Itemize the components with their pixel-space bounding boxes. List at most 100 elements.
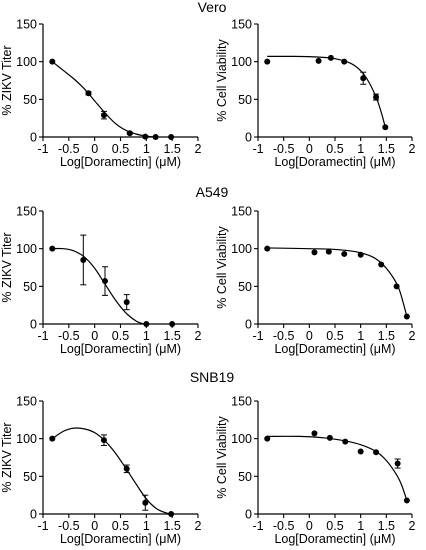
y-tick-label: 100: [231, 55, 252, 69]
x-tick-label: 1.5: [163, 142, 180, 156]
x-tick-label: 0: [91, 142, 98, 156]
x-tick-label: -0.5: [58, 142, 80, 156]
y-axis-label: % Cell Viability: [215, 226, 229, 309]
x-tick-label: 2: [409, 329, 416, 343]
x-tick-label: -0.5: [273, 142, 295, 156]
y-tick-label: 50: [23, 470, 37, 484]
x-axis-label: Log[Doramectin] (μM): [60, 155, 181, 169]
data-point: [123, 299, 130, 306]
y-tick-label: 150: [16, 395, 37, 409]
y-tick-label: 0: [245, 508, 252, 522]
y-tick-label: 50: [238, 280, 252, 294]
data-point: [169, 321, 176, 327]
y-tick-label: 100: [16, 242, 37, 256]
fit-curve: [267, 247, 408, 317]
y-tick-label: 0: [30, 318, 37, 332]
data-point: [168, 511, 175, 517]
data-point: [264, 435, 271, 442]
x-tick-label: 1.5: [163, 329, 180, 343]
data-point: [102, 278, 108, 285]
x-tick-label: 0: [91, 329, 98, 343]
x-axis-label: Log[Doramectin] (μM): [274, 155, 395, 169]
x-tick-label: -0.5: [58, 519, 80, 533]
x-tick-label: 0.5: [326, 329, 343, 343]
x-tick-label: -1: [252, 519, 263, 533]
fit-curve: [52, 247, 144, 325]
fit-curve: [51, 427, 172, 515]
y-tick-label: 150: [16, 18, 37, 32]
data-point: [360, 75, 367, 82]
x-tick-label: 0: [306, 142, 313, 156]
x-tick-label: 0: [91, 519, 98, 533]
y-tick-label: 150: [16, 205, 37, 219]
x-tick-label: 1.5: [378, 329, 395, 343]
y-tick-label: 100: [16, 432, 37, 446]
row-title-vero: Vero: [198, 0, 227, 15]
x-tick-label: 0.5: [326, 142, 343, 156]
fit-curve: [267, 55, 386, 128]
x-tick-label: -1: [252, 329, 263, 343]
data-point: [315, 57, 322, 64]
y-tick-label: 100: [16, 55, 37, 69]
x-axis-label: Log[Doramectin] (μM): [60, 342, 181, 356]
data-point: [373, 449, 380, 456]
chart-panel-5: 0 50 100 150 -1 -0.5 0 0.5 1 1.5 2 Log[Doramectin] …: [0, 395, 202, 547]
data-point: [357, 251, 364, 258]
data-point: [49, 435, 56, 442]
x-tick-label: -1: [37, 142, 48, 156]
data-point: [143, 321, 150, 327]
data-point: [142, 133, 149, 140]
x-tick-label: 1: [357, 329, 364, 343]
y-tick-label: 0: [30, 131, 37, 145]
data-point: [325, 248, 332, 255]
y-tick-label: 150: [231, 18, 252, 32]
y-axis-label: % Cell Viability: [215, 39, 229, 122]
x-tick-label: 1: [143, 142, 150, 156]
x-tick-label: 1.5: [378, 142, 395, 156]
y-tick-label: 50: [238, 470, 252, 484]
data-point: [49, 58, 56, 65]
fit-curve: [267, 435, 408, 501]
data-point: [394, 460, 401, 467]
data-point: [341, 250, 348, 257]
x-tick-label: 1: [357, 519, 364, 533]
data-point: [357, 448, 364, 455]
data-point: [327, 54, 334, 61]
data-point: [311, 249, 318, 256]
data-point: [168, 134, 175, 140]
data-point: [264, 245, 271, 252]
y-axis-label: % ZIKV Titer: [0, 45, 14, 115]
row-title-snb19: SNB19: [190, 369, 235, 385]
x-tick-label: 1: [357, 142, 364, 156]
data-point: [326, 434, 333, 441]
x-tick-label: 2: [195, 142, 202, 156]
row-title-a549: A549: [196, 184, 229, 200]
y-axis-label: % ZIKV Titer: [0, 422, 14, 492]
y-tick-label: 0: [245, 131, 252, 145]
data-point: [378, 261, 385, 268]
data-point: [403, 313, 410, 320]
x-tick-label: 0.5: [326, 519, 343, 533]
x-tick-label: -1: [252, 142, 263, 156]
y-tick-label: 100: [231, 242, 252, 256]
x-tick-label: 1: [143, 329, 150, 343]
y-axis-label: % ZIKV Titer: [0, 232, 14, 302]
y-tick-label: 50: [23, 280, 37, 294]
x-axis-label: Log[Doramectin] (μM): [274, 342, 395, 356]
x-tick-label: -1: [37, 329, 48, 343]
x-tick-label: 2: [195, 519, 202, 533]
data-point: [100, 437, 107, 444]
data-point: [142, 499, 149, 506]
x-tick-label: 1: [143, 519, 150, 533]
x-tick-label: 1.5: [378, 519, 395, 533]
x-tick-label: 2: [409, 142, 416, 156]
y-tick-label: 150: [231, 395, 252, 409]
chart-panel-1: 0 50 100 150 -1 -0.5 0 0.5 1 1.5 2 Log[Doramectin] …: [0, 18, 202, 170]
data-point: [152, 134, 159, 140]
x-tick-label: -0.5: [58, 329, 80, 343]
x-tick-label: 1.5: [163, 519, 180, 533]
data-point: [373, 94, 380, 101]
x-tick-label: 0.5: [112, 519, 129, 533]
y-tick-label: 150: [231, 205, 252, 219]
